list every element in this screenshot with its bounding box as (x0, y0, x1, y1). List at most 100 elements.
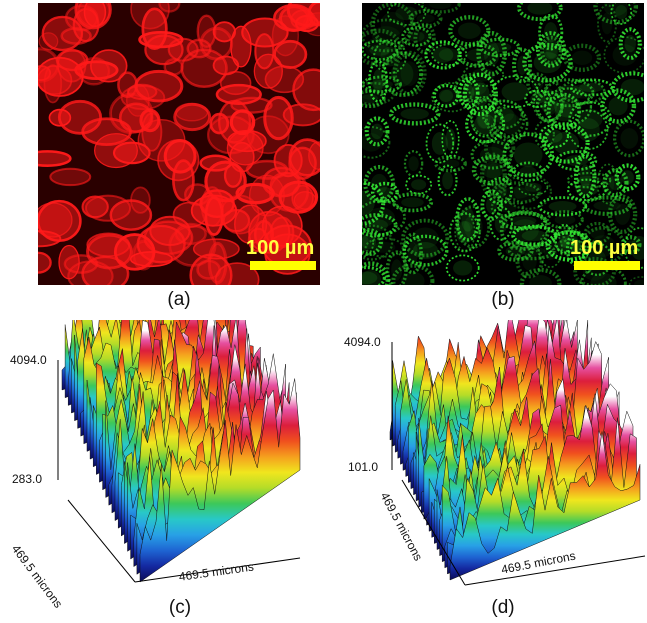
cell (385, 250, 408, 285)
cell (173, 160, 194, 201)
cell (522, 252, 537, 271)
cell (512, 161, 544, 182)
cell (362, 234, 376, 250)
cell (552, 131, 579, 155)
cell (362, 234, 369, 252)
cell (38, 251, 52, 274)
cell (519, 267, 562, 285)
cell (94, 133, 138, 169)
cell (480, 189, 503, 221)
cell (370, 79, 393, 89)
cell (109, 199, 153, 231)
cell (419, 30, 431, 47)
cell (230, 26, 251, 67)
cell (126, 83, 158, 101)
cell (130, 251, 173, 267)
cell (583, 221, 612, 245)
cell (255, 34, 274, 69)
cell (408, 156, 419, 172)
cell (38, 47, 60, 83)
caption-c: (c) (168, 597, 192, 618)
cell (269, 216, 295, 249)
cell (141, 112, 163, 152)
cell (362, 265, 386, 285)
cell (390, 61, 414, 87)
cell (474, 114, 497, 135)
scalebar-label-a: 100 µm (246, 237, 315, 259)
cell (513, 142, 543, 168)
cell (362, 81, 396, 106)
red-cell-texture (38, 3, 320, 285)
cell (174, 222, 207, 246)
cell (120, 103, 153, 132)
cell (371, 26, 401, 45)
cell (159, 3, 180, 12)
cell (141, 7, 168, 51)
cell (130, 3, 170, 29)
surface-c-drawing (57, 320, 301, 583)
cell (568, 101, 612, 137)
cell (401, 197, 424, 208)
cell (425, 123, 455, 164)
cell (38, 231, 61, 247)
cell (60, 27, 92, 45)
surface-d-drawing (389, 320, 646, 586)
cell (568, 109, 609, 151)
cell (522, 42, 573, 83)
cell (362, 224, 394, 261)
cell (293, 191, 317, 210)
cell (290, 9, 316, 30)
cell (507, 241, 556, 261)
cell (560, 235, 579, 249)
cell (526, 72, 549, 96)
cell (172, 159, 195, 202)
cell (431, 82, 472, 113)
cell (566, 171, 612, 189)
cell (420, 3, 461, 14)
cell (530, 93, 546, 104)
cell (620, 78, 644, 96)
cell (364, 219, 388, 232)
cell (400, 108, 429, 120)
cell (139, 32, 183, 47)
cell (247, 116, 289, 154)
cell (293, 69, 320, 110)
cell (254, 33, 275, 70)
cell (270, 217, 294, 248)
cell (429, 3, 452, 9)
cell (135, 71, 182, 101)
cell (438, 89, 454, 102)
cell (486, 176, 513, 205)
cell (612, 119, 644, 158)
cell (610, 71, 644, 103)
cell (368, 60, 389, 103)
cell (501, 82, 529, 101)
cell (524, 89, 552, 108)
cell (94, 133, 138, 168)
cell (82, 196, 108, 218)
cell (603, 3, 628, 17)
cell (234, 204, 268, 245)
cell (200, 155, 231, 171)
cell (603, 36, 644, 74)
cell (481, 162, 504, 179)
cell (226, 130, 264, 166)
cell (562, 43, 602, 72)
cell (476, 104, 491, 129)
cell (488, 42, 512, 53)
cell (602, 167, 629, 198)
cell (545, 230, 593, 262)
cell (601, 172, 615, 196)
surface-ridge (139, 378, 301, 583)
cell (391, 263, 435, 285)
cell (294, 14, 319, 33)
cell (432, 83, 460, 108)
cell (173, 102, 212, 132)
cell (510, 219, 539, 242)
cell (532, 78, 565, 123)
cell (560, 78, 606, 105)
cell (515, 244, 544, 279)
cell (408, 9, 443, 29)
cell (438, 48, 460, 61)
cell (437, 164, 458, 197)
